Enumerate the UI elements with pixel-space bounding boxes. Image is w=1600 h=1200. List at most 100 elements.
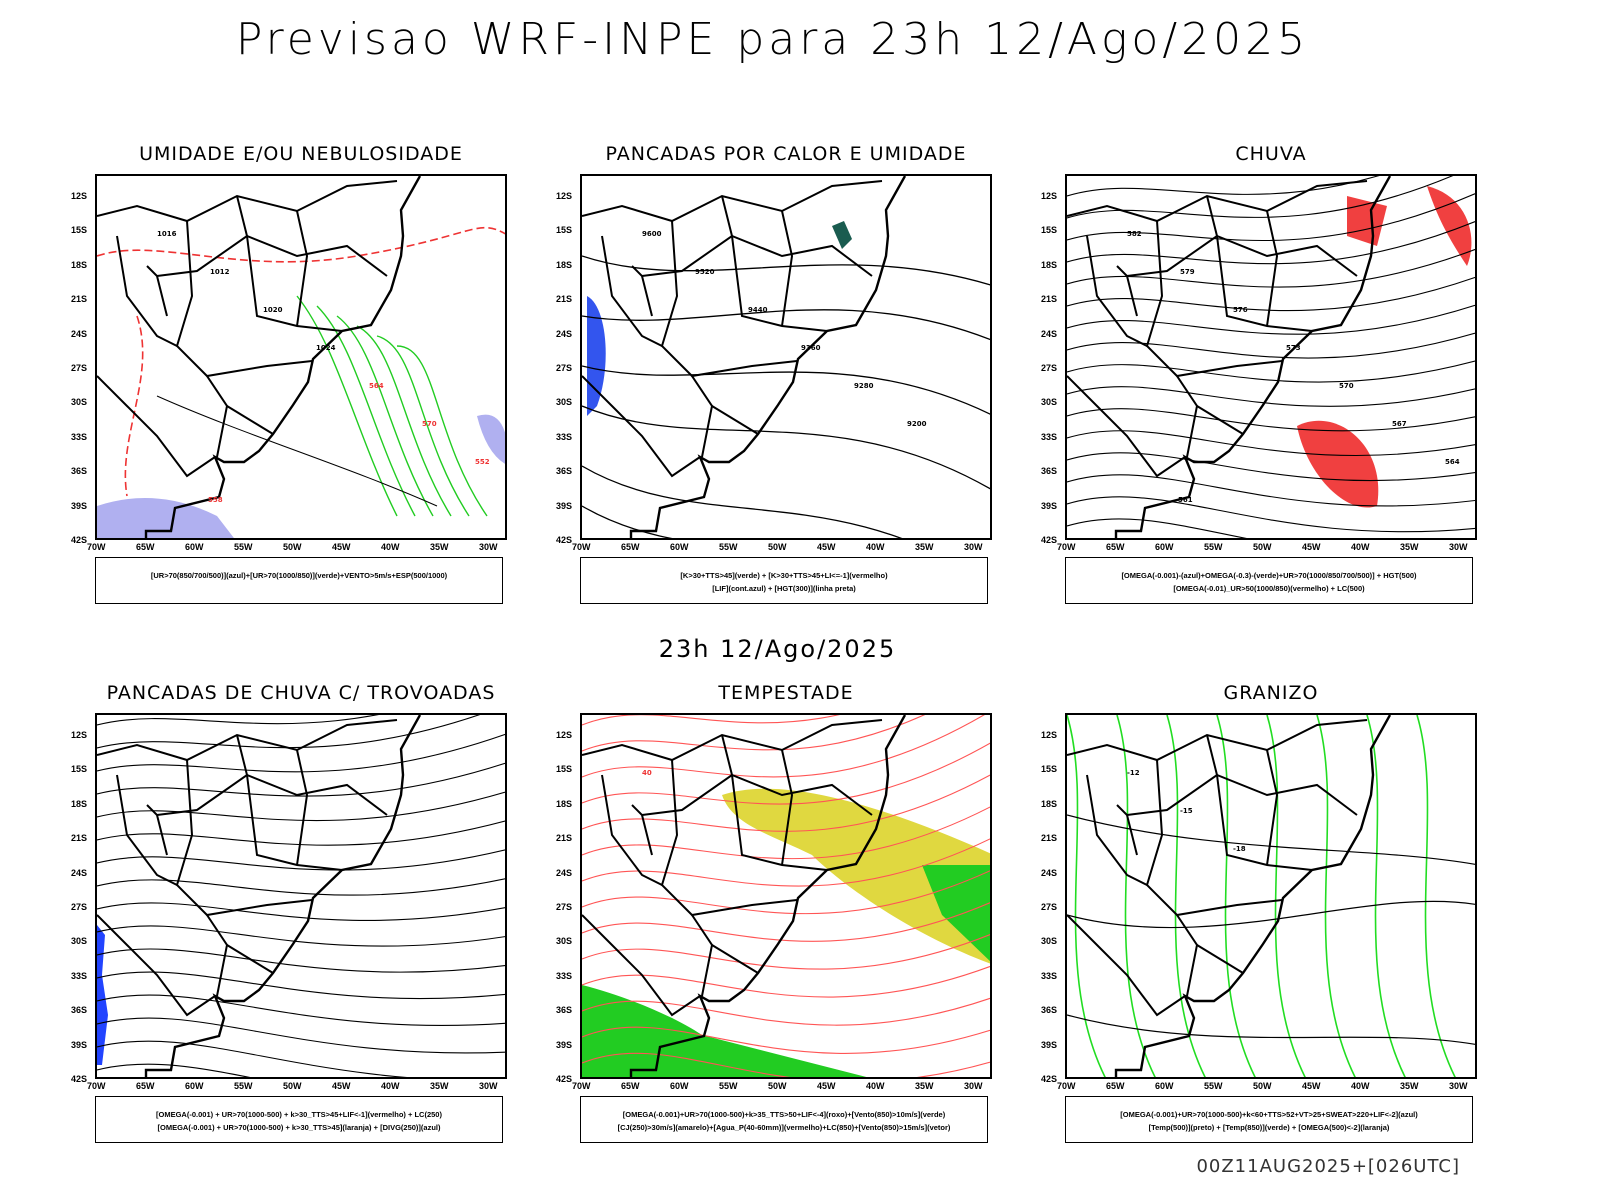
- panel-title: TEMPESTADE: [718, 682, 854, 704]
- lat-tick-label: 39S: [1041, 1039, 1058, 1050]
- lat-tick-label: 30S: [71, 936, 88, 947]
- lat-tick-label: 33S: [1041, 970, 1058, 981]
- legend-box: [OMEGA(-0.001)-(azul)+OMEGA(-0.3)-(verde…: [1065, 557, 1473, 604]
- convection-fill: [832, 221, 852, 249]
- contour-label: 552: [475, 458, 490, 466]
- streamline: [97, 820, 505, 846]
- lon-tick-label: 45W: [332, 1081, 351, 1091]
- lat-tick-label: 30S: [1041, 397, 1058, 408]
- coastline: [1114, 176, 1392, 538]
- state-border: [1266, 210, 1279, 327]
- lon-tick-label: 45W: [1302, 542, 1321, 552]
- streamline: [1067, 176, 1454, 219]
- lat-tick-label: 18S: [556, 259, 573, 270]
- legend-text: [OMEGA(-0.001)+UR>70(1000-500)+k>35_TTS>…: [622, 1110, 946, 1119]
- humidity-contour: [356, 325, 452, 517]
- contour-label: 1016: [157, 230, 177, 238]
- coastline: [1114, 715, 1392, 1077]
- state-border: [206, 375, 229, 458]
- lat-tick-label: 24S: [1041, 867, 1058, 878]
- legend-text: [Temp(500)](preto) + [Temp(850)](verde) …: [1148, 1123, 1390, 1132]
- streamline: [582, 715, 985, 778]
- state-border: [1116, 265, 1138, 317]
- lat-tick-label: 24S: [556, 328, 573, 339]
- state-border: [1145, 759, 1283, 917]
- lon-tick-label: 60W: [185, 1081, 204, 1091]
- streamline: [1067, 474, 1475, 507]
- state-border: [1067, 375, 1186, 478]
- lon-tick-label: 35W: [1400, 1081, 1419, 1091]
- streamline: [582, 965, 990, 998]
- streamline: [97, 762, 505, 797]
- lat-tick-label: 12S: [556, 730, 573, 740]
- state-border: [660, 759, 798, 917]
- lon-tick-label: 65W: [621, 1081, 640, 1091]
- lat-tick-label: 18S: [1041, 259, 1058, 270]
- humidity-contour: [376, 335, 470, 517]
- lat-tick-label: 36S: [1041, 466, 1058, 477]
- lat-tick-label: 42S: [1041, 535, 1058, 545]
- lon-tick-label: 35W: [915, 542, 934, 552]
- lon-tick-label: 65W: [136, 1081, 155, 1091]
- map-canvas: [97, 715, 505, 1077]
- legend-box: [OMEGA(-0.001) + UR>70(1000-500) + k>30_…: [95, 1096, 503, 1143]
- lon-tick-label: 30W: [964, 542, 983, 552]
- state-border: [1176, 375, 1199, 458]
- lat-tick-label: 39S: [556, 1039, 573, 1050]
- state-border: [296, 210, 309, 327]
- lat-tick-label: 36S: [556, 466, 573, 477]
- contour-label: 558: [208, 496, 223, 504]
- humidity-contour: [316, 305, 416, 517]
- lat-tick-label: 30S: [71, 397, 88, 408]
- legend-box: [K>30+TTS>45](verde) + [K>30+TTS>45+LI<=…: [580, 557, 988, 604]
- lat-tick-label: 42S: [556, 1074, 573, 1084]
- lon-tick-label: 40W: [866, 542, 885, 552]
- lon-tick-label: 70W: [87, 1081, 106, 1091]
- contour-label: 9280: [854, 382, 874, 390]
- state-border: [1196, 944, 1244, 974]
- lat-tick-label: 33S: [71, 431, 88, 442]
- streamline: [1067, 220, 1475, 265]
- streamline: [582, 870, 990, 915]
- lon-tick-label: 70W: [572, 542, 591, 552]
- lon-tick-label: 40W: [1351, 542, 1370, 552]
- lon-tick-label: 45W: [817, 1081, 836, 1091]
- lat-tick-label: 36S: [556, 1005, 573, 1016]
- contour-label: -18: [1233, 845, 1246, 853]
- lon-tick-label: 70W: [572, 1081, 591, 1091]
- streamline: [1067, 452, 1475, 482]
- temp-850-contour: [1116, 715, 1157, 1077]
- streamline: [97, 994, 505, 1026]
- contour-label: 9600: [642, 230, 662, 238]
- high-humidity-fill: [97, 498, 234, 538]
- precip-fill: [1297, 420, 1379, 508]
- streamline: [97, 971, 505, 1000]
- state-border: [660, 220, 798, 378]
- lon-tick-label: 50W: [768, 542, 787, 552]
- streamline: [97, 849, 505, 871]
- lon-tick-label: 60W: [670, 1081, 689, 1091]
- thickness-line: [97, 226, 505, 263]
- contour-label: 576: [1233, 306, 1248, 314]
- lon-tick-label: 30W: [1449, 542, 1468, 552]
- height-contour: [582, 365, 990, 415]
- lon-tick-label: 70W: [1057, 542, 1076, 552]
- streamline: [1067, 193, 1475, 242]
- lat-tick-label: 15S: [556, 225, 573, 236]
- height-contour: [582, 255, 990, 286]
- contour-label: 564: [369, 382, 384, 390]
- panel-title: CHUVA: [1235, 143, 1307, 165]
- lon-tick-label: 70W: [87, 542, 106, 552]
- lat-tick-label: 39S: [1041, 500, 1058, 511]
- state-border: [711, 944, 759, 974]
- streamline: [1067, 332, 1475, 359]
- legend-text: [OMEGA(-0.01)_UR>50(1000/850)(vermelho) …: [1173, 584, 1365, 593]
- streamline: [582, 933, 990, 970]
- lat-tick-label: 15S: [71, 225, 88, 236]
- state-border: [175, 220, 313, 378]
- state-border: [97, 914, 216, 1017]
- legend-text: [UR>70(850/700/500)](azul)+[UR>70(1000/8…: [150, 571, 448, 580]
- coastline: [144, 715, 422, 1077]
- lat-tick-label: 15S: [71, 764, 88, 775]
- lat-tick-label: 39S: [71, 1039, 88, 1050]
